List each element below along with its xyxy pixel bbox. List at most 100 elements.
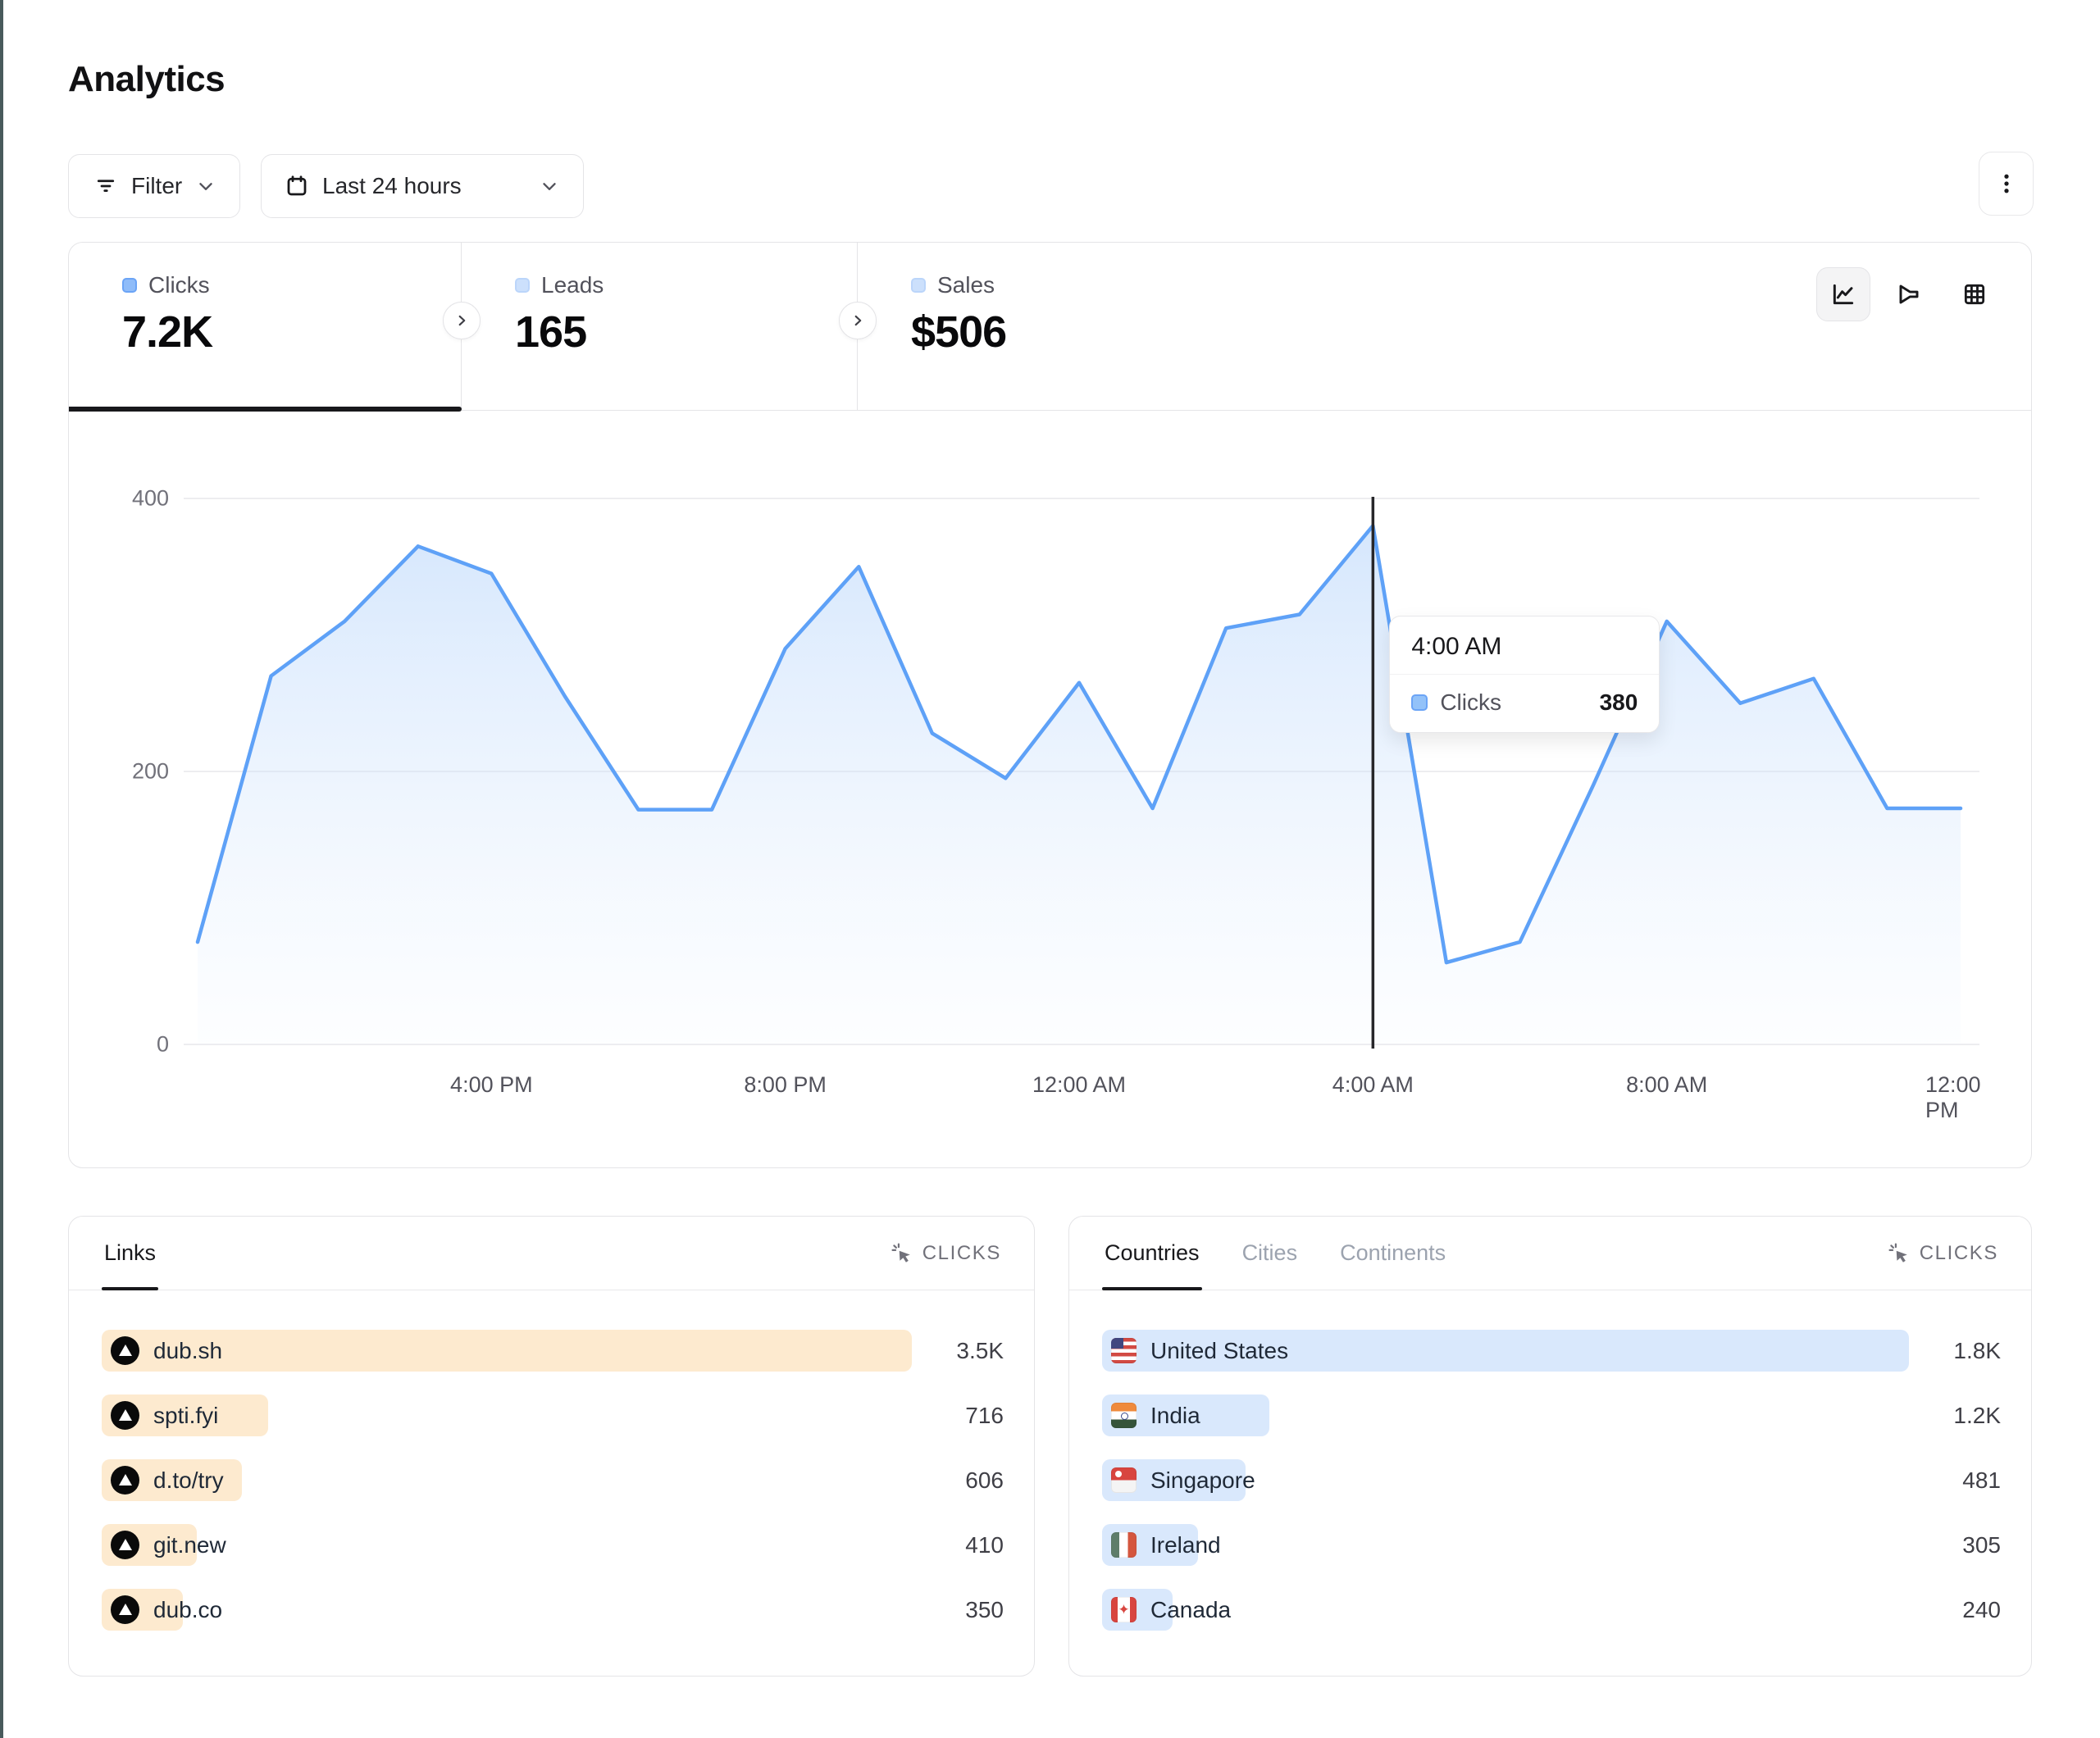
row-value: 481 [1962, 1467, 2001, 1493]
more-options-button[interactable] [1979, 152, 2034, 216]
chevron-down-icon [195, 175, 216, 197]
chart-tooltip: 4:00 AM Clicks 380 [1389, 616, 1660, 733]
flag-us [1111, 1338, 1137, 1363]
row-label: git.new [153, 1531, 226, 1558]
x-tick-label: 4:00 PM [450, 1072, 533, 1097]
left-edge-strip [0, 0, 3, 1738]
tooltip-legend-square [1411, 694, 1428, 711]
table-grid-icon [1961, 281, 1988, 307]
y-tick-label: 400 [131, 485, 169, 511]
countries-metric-label: CLICKS [1919, 1241, 1998, 1264]
clicks-value: 7.2K [122, 307, 213, 357]
dub-logo [111, 1531, 139, 1559]
dub-logo [111, 1336, 139, 1365]
row-label: Ireland [1150, 1531, 1221, 1558]
row-label: dub.sh [153, 1337, 223, 1363]
analytics-card: Clicks 7.2K Leads 165 Sales $506 [68, 242, 2032, 1168]
tab-countries[interactable]: Countries [1102, 1217, 1202, 1290]
date-range-label: Last 24 hours [322, 173, 462, 198]
expand-leads-button[interactable] [443, 302, 481, 339]
filter-icon [93, 174, 118, 198]
flag-ca [1111, 1597, 1137, 1622]
x-tick-label: 12:00 AM [1032, 1072, 1127, 1097]
y-tick-label: 200 [131, 758, 169, 784]
tooltip-series-label: Clicks [1440, 689, 1501, 715]
tab-clicks[interactable]: Clicks 7.2K [69, 243, 462, 411]
list-item[interactable]: United States 1.8K [1102, 1318, 2001, 1383]
page-title: Analytics [68, 59, 225, 99]
links-panel: Links CLICKS dub.sh [68, 1216, 1035, 1677]
flag-ie [1111, 1532, 1137, 1558]
tab-links[interactable]: Links [102, 1217, 159, 1290]
stats-row: Clicks 7.2K Leads 165 Sales $506 [69, 243, 2031, 412]
dub-logo [111, 1466, 139, 1495]
row-label: United States [1150, 1337, 1289, 1363]
y-tick-label: 0 [156, 1031, 169, 1057]
calendar-icon [285, 174, 309, 198]
links-rows: dub.sh 3.5K spti.fyi 716 d.to/try 606 [69, 1290, 1034, 1642]
kebab-icon [1994, 171, 2019, 196]
row-label: Singapore [1150, 1467, 1255, 1493]
x-tick-label: 8:00 PM [744, 1072, 827, 1097]
date-range-button[interactable]: Last 24 hours [261, 154, 584, 218]
x-tick-label: 8:00 AM [1626, 1072, 1708, 1097]
links-tabs: Links [102, 1217, 159, 1290]
flag-in [1111, 1403, 1137, 1428]
row-label: Canada [1150, 1596, 1232, 1622]
countries-tabs: Countries Cities Continents [1102, 1217, 1448, 1290]
chevron-down-icon [539, 175, 560, 197]
dub-logo [111, 1401, 139, 1430]
active-tab-underline [69, 406, 462, 412]
list-item[interactable]: git.new 410 [102, 1513, 1004, 1577]
list-item[interactable]: dub.co 350 [102, 1577, 1004, 1642]
list-item[interactable]: dub.sh 3.5K [102, 1318, 1004, 1383]
filter-button-label: Filter [131, 173, 183, 198]
list-item[interactable]: d.to/try 606 [102, 1448, 1004, 1513]
cursor-click-icon [891, 1242, 913, 1265]
list-item[interactable]: spti.fyi 716 [102, 1383, 1004, 1448]
filter-button[interactable]: Filter [68, 154, 240, 218]
row-value: 305 [1962, 1531, 2001, 1558]
sales-value: $506 [911, 307, 1007, 357]
list-item[interactable]: Canada 240 [1102, 1577, 2001, 1642]
clicks-legend-square [122, 278, 137, 293]
x-tick-label: 12:00 PM [1925, 1072, 1981, 1122]
tab-cities[interactable]: Cities [1241, 1240, 1298, 1265]
links-metric-header[interactable]: CLICKS [891, 1242, 1001, 1265]
line-chart-icon [1830, 281, 1856, 307]
expand-sales-button[interactable] [839, 302, 877, 339]
cursor-click-icon [1888, 1242, 1911, 1265]
funnel-view-button[interactable] [1882, 267, 1936, 321]
value-bar [1102, 1330, 1909, 1372]
tooltip-value: 380 [1599, 689, 1638, 715]
row-value: 1.2K [1953, 1402, 2001, 1428]
row-value: 410 [965, 1531, 1004, 1558]
row-value: 716 [965, 1402, 1004, 1428]
countries-metric-header[interactable]: CLICKS [1888, 1242, 1998, 1265]
row-label: India [1150, 1402, 1200, 1428]
clicks-line [195, 524, 1963, 965]
row-value: 350 [965, 1596, 1004, 1622]
list-item[interactable]: Ireland 305 [1102, 1513, 2001, 1577]
countries-panel: Countries Cities Continents CLICKS Un [1068, 1216, 2032, 1677]
links-metric-label: CLICKS [922, 1241, 1001, 1264]
row-label: d.to/try [153, 1467, 224, 1493]
row-value: 1.8K [1953, 1337, 2001, 1363]
table-view-button[interactable] [1947, 267, 2002, 321]
tab-sales[interactable]: Sales $506 [858, 243, 1350, 411]
leads-label: Leads [541, 272, 604, 298]
tab-leads[interactable]: Leads 165 [462, 243, 858, 411]
list-item[interactable]: Singapore 481 [1102, 1448, 2001, 1513]
dub-logo [111, 1595, 139, 1624]
sales-legend-square [911, 278, 926, 293]
value-bar [102, 1330, 912, 1372]
list-item[interactable]: India 1.2K [1102, 1383, 2001, 1448]
sales-label: Sales [937, 272, 995, 298]
chart-view-switcher [1816, 267, 2002, 321]
row-label: spti.fyi [153, 1402, 219, 1428]
line-chart-view-button[interactable] [1816, 267, 1870, 321]
countries-rows: United States 1.8K India 1.2K Singapore … [1069, 1290, 2031, 1642]
gridlines [184, 498, 1979, 1045]
tab-continents[interactable]: Continents [1340, 1240, 1446, 1265]
